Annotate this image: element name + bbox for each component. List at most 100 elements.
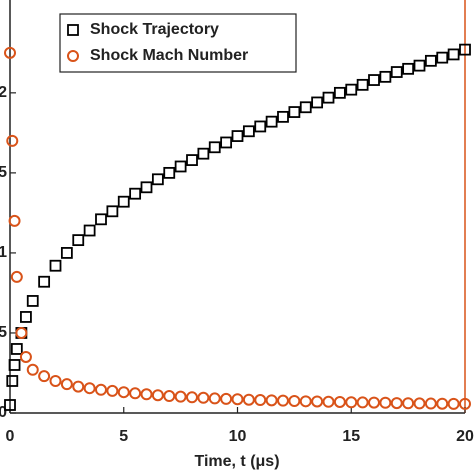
- data-point: [333, 86, 346, 99]
- data-point: [242, 125, 255, 138]
- data-point: [436, 397, 449, 410]
- y-tick-label: 0.5: [0, 324, 7, 341]
- data-point: [151, 389, 164, 402]
- data-point: [8, 359, 21, 371]
- data-point: [379, 396, 392, 409]
- y-tick-label: 1: [0, 244, 7, 261]
- legend-box: [59, 13, 297, 73]
- data-point: [95, 213, 107, 226]
- data-point: [20, 311, 32, 323]
- data-point: [322, 91, 335, 104]
- data-point: [390, 66, 403, 78]
- data-point: [163, 390, 176, 403]
- data-point: [265, 115, 278, 128]
- legend-marker: [67, 50, 79, 62]
- data-point: [459, 397, 471, 410]
- data-point: [197, 147, 210, 160]
- data-point: [117, 195, 130, 208]
- data-point: [10, 270, 23, 283]
- data-point: [390, 397, 403, 410]
- y-tick-label: 1.5: [0, 164, 7, 181]
- data-point: [106, 384, 119, 397]
- data-point: [49, 374, 62, 387]
- data-point: [447, 48, 460, 61]
- data-point: [277, 394, 289, 407]
- data-point: [413, 59, 426, 72]
- data-point: [174, 160, 187, 173]
- data-point: [333, 395, 346, 408]
- data-point: [15, 326, 28, 339]
- data-point: [60, 247, 73, 259]
- data-point: [220, 136, 233, 149]
- data-point: [254, 394, 267, 407]
- data-point: [311, 96, 324, 109]
- data-point: [345, 396, 358, 409]
- x-axis-label: Time, t (μs): [194, 453, 279, 470]
- data-point: [95, 383, 107, 396]
- data-point: [38, 275, 51, 288]
- data-point: [231, 393, 244, 406]
- data-point: [129, 387, 142, 400]
- y-tick-label: 2: [0, 84, 7, 101]
- data-point: [436, 51, 449, 64]
- data-point: [19, 350, 32, 363]
- x-tick-label: 5: [119, 428, 128, 445]
- data-point: [311, 395, 324, 408]
- data-point: [402, 62, 415, 75]
- x-tick-label: 10: [229, 428, 247, 445]
- data-point: [197, 391, 210, 404]
- data-point: [288, 106, 301, 118]
- data-point: [129, 187, 142, 200]
- data-point: [151, 173, 164, 186]
- data-point: [402, 397, 415, 410]
- data-point: [424, 54, 437, 67]
- data-point: [140, 388, 153, 401]
- data-point: [4, 399, 16, 411]
- data-point: [6, 134, 19, 147]
- data-point: [8, 214, 21, 227]
- data-point: [299, 101, 312, 114]
- data-point: [26, 295, 39, 307]
- data-point: [72, 234, 85, 247]
- data-point: [208, 392, 221, 405]
- data-point: [356, 396, 369, 409]
- data-point: [10, 343, 23, 355]
- data-point: [174, 390, 187, 403]
- data-point: [424, 397, 437, 410]
- data-point: [322, 395, 335, 408]
- data-point: [220, 392, 233, 405]
- legend-marker: [67, 24, 79, 36]
- data-point: [368, 74, 380, 86]
- x-tick-label: 20: [456, 428, 474, 445]
- data-point: [413, 397, 426, 410]
- data-point: [299, 395, 312, 408]
- legend: Shock Trajectory Shock Mach Number: [59, 13, 297, 73]
- data-point: [60, 378, 73, 391]
- data-point: [186, 154, 198, 166]
- data-point: [49, 259, 62, 272]
- data-point: [459, 43, 471, 56]
- data-point: [38, 370, 51, 383]
- data-point: [106, 205, 119, 218]
- legend-label: Shock Trajectory: [90, 21, 219, 38]
- data-point: [356, 78, 369, 91]
- data-point: [83, 382, 96, 395]
- x-tick-label: 15: [342, 428, 360, 445]
- data-point: [163, 166, 176, 179]
- x-tick-label: 0: [6, 428, 15, 445]
- data-point: [140, 181, 153, 194]
- data-point: [231, 130, 244, 142]
- data-point: [26, 363, 39, 376]
- data-point: [277, 110, 289, 123]
- data-point: [379, 70, 392, 83]
- data-point: [265, 394, 278, 407]
- data-point: [6, 375, 19, 387]
- y-tick-label: 0: [0, 404, 7, 421]
- data-point: [447, 397, 460, 410]
- legend-label: Shock Mach Number: [90, 47, 248, 64]
- data-point: [288, 394, 301, 407]
- data-point: [4, 46, 16, 59]
- data-point: [72, 380, 85, 393]
- data-point: [208, 141, 221, 154]
